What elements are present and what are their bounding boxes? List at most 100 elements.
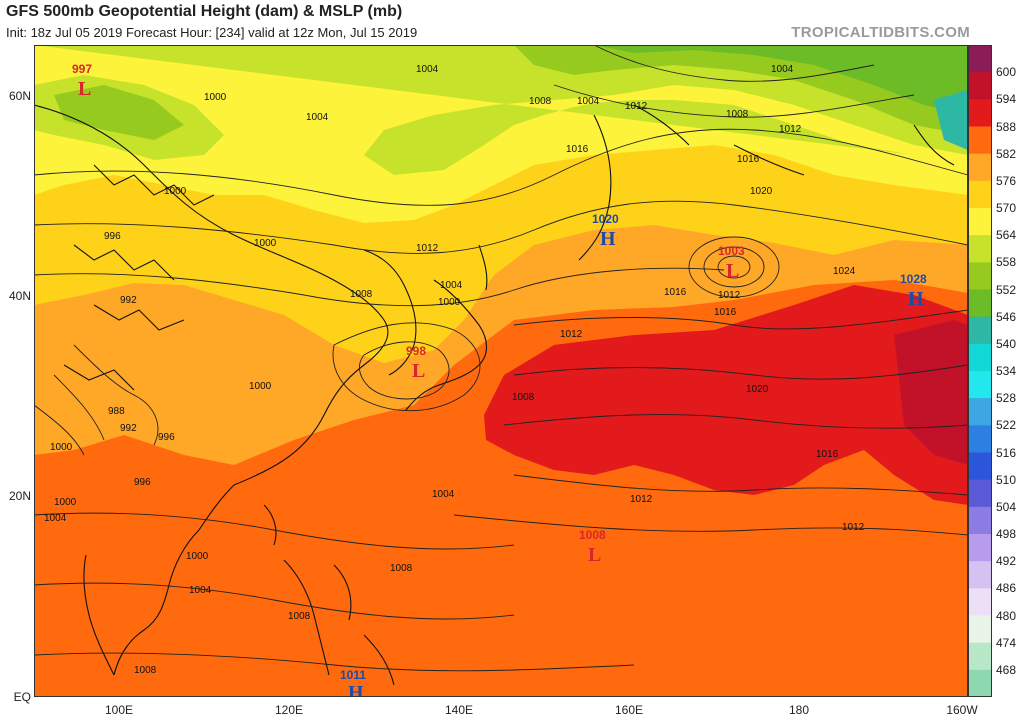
isobar-label: 1016 [664,287,687,298]
colorbar-tick-label: 504 [996,499,1017,514]
band-552 [594,45,968,115]
center-value: 998 [406,344,426,358]
isobar-label: 996 [104,231,121,242]
isobar-label: 1004 [44,513,67,524]
isobar-label: 992 [120,423,137,434]
colorbar-tick-label: 600 [996,65,1017,80]
colorbar-tick-label: 564 [996,228,1017,243]
colorbar-swatch [968,316,992,345]
lat-label-40n: 40N [8,289,31,303]
isobar-label: 1008 [529,96,552,107]
center-value: 997 [72,62,92,76]
lon-label-160e: 160E [614,703,644,717]
isobar-label: 1012 [779,124,802,135]
isobar-label: 1012 [718,290,741,301]
colorbar-swatch [968,72,992,100]
isobar-label: 1012 [416,243,439,254]
isobar-label: 1004 [771,64,794,75]
band-594 [484,285,968,505]
colorbar [968,45,992,697]
colorbar-tick-label: 546 [996,309,1017,324]
isobar-label: 1016 [566,144,589,155]
colorbar-swatch [968,561,992,589]
colorbar-tick-label: 516 [996,445,1017,460]
colorbar-tick-label: 552 [996,282,1017,297]
isobar-label: 1008 [288,611,311,622]
isobar-label: 1000 [204,92,227,103]
isobar-label: 1008 [350,289,373,300]
colorbar-tick-label: 474 [996,635,1017,650]
colorbar-swatch [968,534,992,562]
colorbar-swatch [968,289,992,318]
center-letter: L [412,360,425,382]
band-546 [934,90,968,150]
colorbar-tick-label: 558 [996,255,1017,270]
colorbar-tick-label: 594 [996,92,1017,107]
isobar-label: 1000 [50,442,73,453]
isobar-label: 1016 [714,307,737,318]
colorbar-tick-label: 492 [996,554,1017,569]
isobar-label: 1008 [512,392,535,403]
low-center-997[interactable]: 997 L [72,62,92,100]
low-center-1003[interactable]: 1003 L [718,244,745,282]
isobar-label: 996 [158,432,175,443]
isobar-label: 1016 [816,449,839,460]
colorbar-tick-label: 540 [996,336,1017,351]
center-value: 1028 [900,272,927,286]
low-center-998[interactable]: 998 L [406,344,426,382]
colorbar-tick-label: 480 [996,608,1017,623]
isobar-label: 1012 [630,494,653,505]
isobar-label: 1004 [432,489,455,500]
lon-label-180: 180 [788,703,810,717]
lon-label-100e: 100E [104,703,134,717]
coastlines [34,104,955,686]
isobar-label: 1004 [416,64,439,75]
isobar-label: 1004 [306,112,329,123]
band-600-east [894,320,968,465]
lat-label-eq: EQ [13,690,31,704]
colorbar-frame [968,45,992,697]
isobar-label: 1004 [189,585,212,596]
colorbar-tick-label: 498 [996,527,1017,541]
colorbar-swatch [968,615,992,644]
high-center-1011[interactable]: 1011 H [340,668,366,697]
lat-label-20n: 20N [8,489,31,503]
colorbar-swatch [968,153,992,182]
colorbar-swatch [968,180,992,209]
band-558-west [54,85,184,140]
colorbar-swatch [968,398,992,426]
colorbar-swatch [968,99,992,127]
isobar-label: 1008 [726,109,749,120]
colorbar-swatch [968,588,992,616]
colorbar-swatch [968,343,992,372]
pressure-centers: 997 L 1020 H 1003 L 1028 H 998 L 1008 L [72,62,927,697]
map-subtitle: Init: 18z Jul 05 2019 Forecast Hour: [23… [6,25,418,40]
high-center-1028[interactable]: 1028 H [900,272,927,310]
isobar-label: 1004 [577,96,600,107]
center-letter: H [348,682,364,697]
colorbar-swatch [968,669,992,697]
colorbar-tick-label: 468 [996,662,1017,677]
low-center-1008[interactable]: 1008 L [579,528,606,566]
isobar-label: 1012 [560,329,583,340]
isobar-label: 1000 [249,381,272,392]
colorbar-tick-label: 534 [996,364,1017,378]
isobar-label: 1000 [254,238,277,249]
center-letter: H [600,228,616,250]
isobar-label: 1020 [750,186,773,197]
colorbar-tick-label: 588 [996,119,1017,134]
brand-watermark[interactable]: TROPICALTIDBITS.COM [791,24,970,41]
isobar-label: 1012 [625,101,648,112]
isobar-label: 992 [120,295,137,306]
weather-map[interactable]: 1004 1000 1004 1008 1004 1012 1008 1004 … [34,45,968,697]
isobar-label: 1024 [833,266,856,277]
center-value: 1008 [579,528,606,542]
map-title: GFS 500mb Geopotential Height (dam) & MS… [6,3,403,20]
colorbar-swatch [968,262,992,290]
isobars [34,45,968,672]
colorbar-tick-label: 570 [996,201,1017,215]
isobar-label: 1000 [186,551,209,562]
center-value: 1011 [340,668,366,682]
high-center-1020[interactable]: 1020 H [592,212,619,250]
center-letter: H [908,288,924,310]
